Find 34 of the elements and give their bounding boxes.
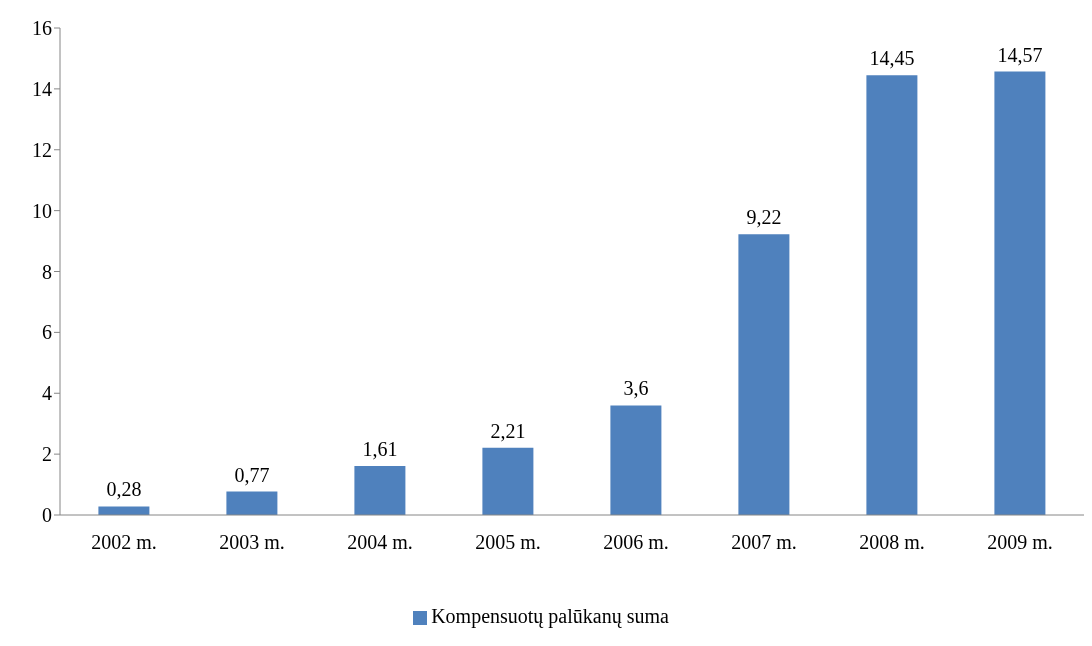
y-tick-label: 12 [32,138,52,161]
bar [994,71,1046,515]
x-tick-label: 2002 m. [91,531,157,554]
bar [226,491,278,515]
x-tick-label: 2003 m. [219,531,285,554]
data-label: 9,22 [746,206,782,229]
bar [866,75,918,515]
x-tick-label: 2004 m. [347,531,413,554]
data-label: 2,21 [490,419,526,442]
bar [610,405,662,515]
bar [482,447,534,515]
bar [98,506,150,515]
bar [738,234,790,515]
x-tick-label: 2005 m. [475,531,541,554]
y-tick-label: 0 [42,504,52,527]
y-tick-label: 10 [32,199,52,222]
y-tick-label: 4 [42,382,52,405]
x-tick-label: 2006 m. [603,531,669,554]
y-tick-label: 14 [32,77,52,100]
y-tick-label: 16 [32,17,52,40]
data-label: 0,77 [234,463,270,486]
data-label: 3,6 [623,377,649,400]
x-tick-label: 2009 m. [987,531,1053,554]
x-tick-label: 2008 m. [859,531,925,554]
data-label: 14,57 [997,43,1043,66]
y-tick-label: 8 [42,260,52,283]
y-tick-label: 6 [42,321,52,344]
x-tick-label: 2007 m. [731,531,797,554]
data-label: 14,45 [869,47,915,70]
data-label: 0,28 [106,478,142,501]
y-tick-label: 2 [42,443,52,466]
data-label: 1,61 [362,438,398,460]
bar [354,466,406,515]
legend-label: Kompensuotų palūkanų suma [431,605,669,627]
